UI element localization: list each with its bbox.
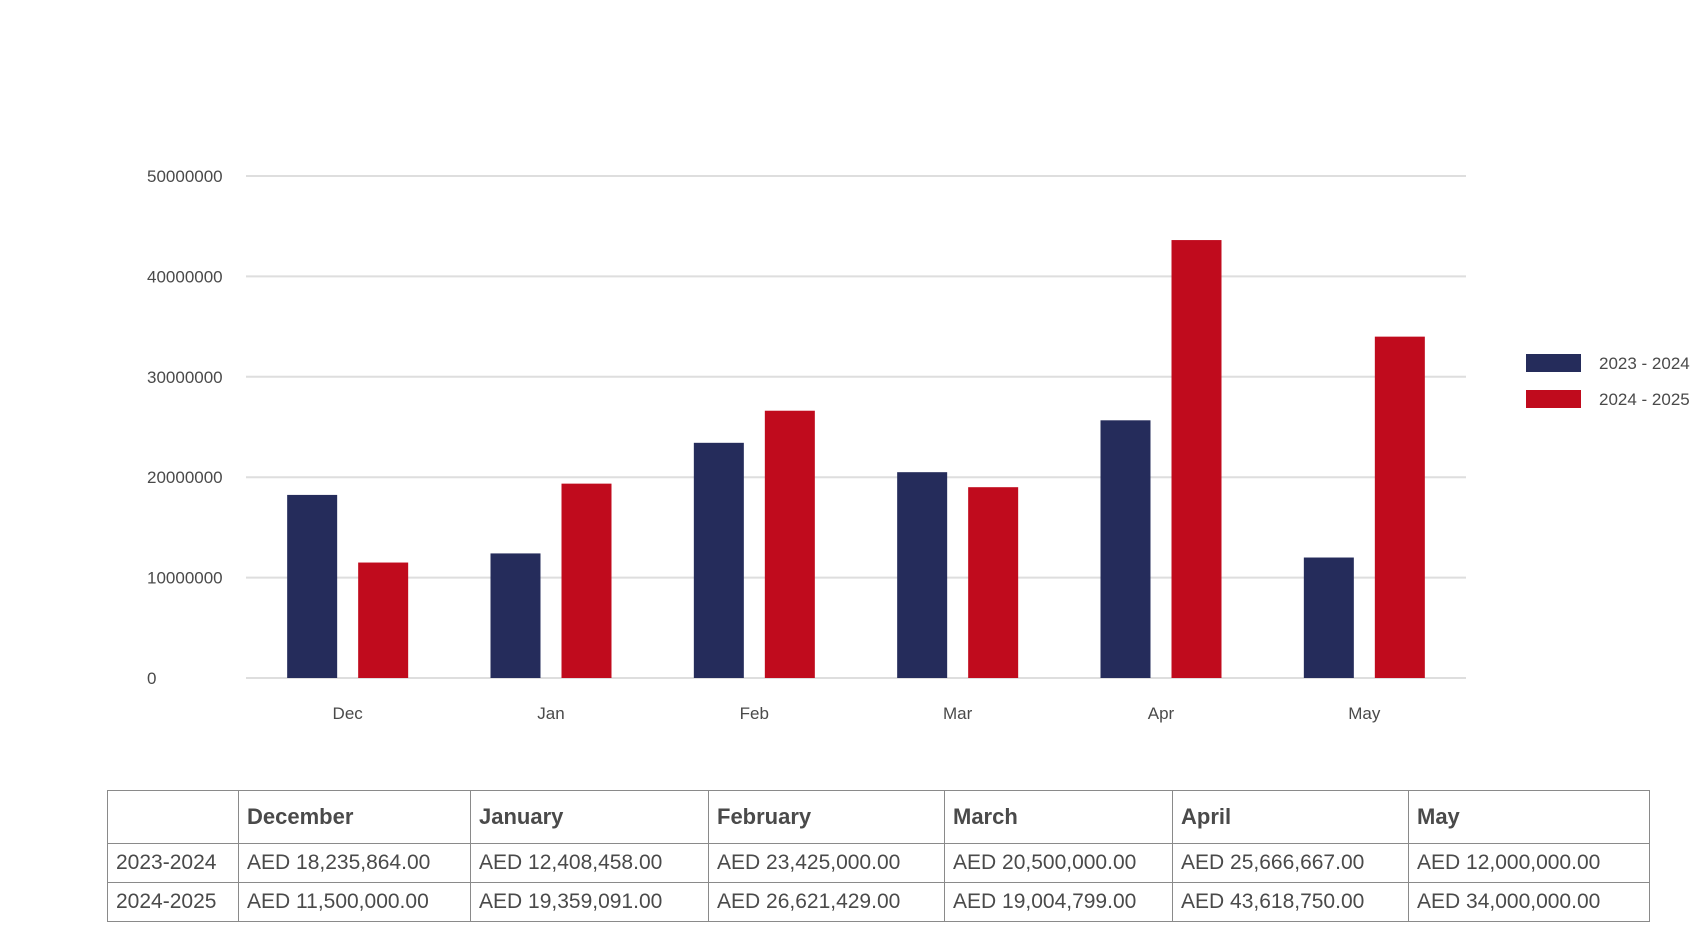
table-header-row: December January February March April Ma… [107, 790, 1650, 844]
y-tick-label: 0 [147, 669, 156, 688]
table-cell: AED 19,004,799.00 [944, 882, 1173, 922]
table-cell: AED 20,500,000.00 [944, 843, 1173, 883]
legend-label: 2023 - 2024 [1599, 354, 1690, 373]
legend: 2023 - 2024 2024 - 2025 [1526, 354, 1690, 409]
table-row: 2023-2024 AED 18,235,864.00 AED 12,408,4… [107, 843, 1650, 883]
y-tick-label: 40000000 [147, 267, 223, 286]
bar-feb-series-2 [764, 410, 815, 678]
bar-apr-series-2 [1171, 240, 1222, 678]
table-cell: AED 26,621,429.00 [708, 882, 945, 922]
table-header-cell: March [944, 790, 1173, 844]
bar-feb-series-1 [693, 442, 744, 678]
y-axis-ticks: 0 10000000 20000000 30000000 40000000 5000000… [147, 167, 223, 688]
bar-dec-series-1 [287, 494, 338, 678]
x-tick-label: Dec [333, 704, 364, 723]
x-tick-label: May [1348, 704, 1381, 723]
table-header-cell: May [1408, 790, 1650, 844]
row-label: 2024-2025 [107, 882, 239, 922]
y-tick-label: 20000000 [147, 468, 223, 487]
legend-swatch [1526, 354, 1581, 372]
bar-apr-series-1 [1100, 420, 1151, 678]
table-row: 2024-2025 AED 11,500,000.00 AED 19,359,0… [107, 882, 1650, 922]
table-cell: AED 11,500,000.00 [238, 882, 471, 922]
table-cell: AED 12,408,458.00 [470, 843, 709, 883]
legend-label: 2024 - 2025 [1599, 390, 1690, 409]
table-cell: AED 34,000,000.00 [1408, 882, 1650, 922]
table-header-cell [107, 790, 239, 844]
table-cell: AED 19,359,091.00 [470, 882, 709, 922]
table-cell: AED 18,235,864.00 [238, 843, 471, 883]
y-tick-label: 50000000 [147, 167, 223, 186]
table-cell: AED 12,000,000.00 [1408, 843, 1650, 883]
bar-jan-series-1 [490, 553, 541, 678]
y-tick-label: 10000000 [147, 569, 223, 588]
table-header-cell: April [1172, 790, 1409, 844]
row-label: 2023-2024 [107, 843, 239, 883]
bar-jan-series-2 [561, 483, 612, 678]
x-tick-label: Apr [1148, 704, 1175, 723]
table-header-cell: February [708, 790, 945, 844]
table-header-cell: January [470, 790, 709, 844]
bars [287, 240, 1425, 678]
grid-lines [246, 175, 1466, 679]
y-tick-label: 30000000 [147, 368, 223, 387]
x-axis-categories: Dec Jan Feb Mar Apr May [333, 704, 1381, 723]
table-header-cell: December [238, 790, 471, 844]
x-tick-label: Mar [943, 704, 973, 723]
table-cell: AED 43,618,750.00 [1172, 882, 1409, 922]
bar-may-series-1 [1303, 557, 1354, 678]
bar-chart: 0 10000000 20000000 30000000 40000000 5000000… [147, 167, 1690, 723]
bar-dec-series-2 [358, 562, 409, 678]
bar-mar-series-1 [897, 472, 948, 678]
table-cell: AED 25,666,667.00 [1172, 843, 1409, 883]
x-tick-label: Jan [537, 704, 564, 723]
legend-swatch [1526, 390, 1581, 408]
x-tick-label: Feb [740, 704, 769, 723]
table-cell: AED 23,425,000.00 [708, 843, 945, 883]
bar-mar-series-2 [968, 487, 1019, 678]
data-table: December January February March April Ma… [107, 790, 1650, 922]
bar-may-series-2 [1374, 336, 1425, 678]
